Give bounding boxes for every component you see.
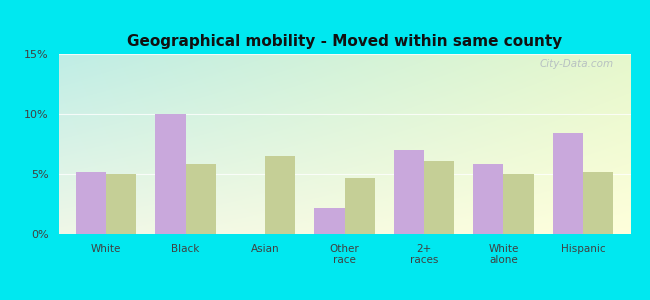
Bar xyxy=(186,164,216,234)
Bar xyxy=(394,150,424,234)
Bar xyxy=(155,114,186,234)
Bar xyxy=(473,164,503,234)
Bar xyxy=(503,174,534,234)
Bar xyxy=(583,172,613,234)
Bar xyxy=(344,178,374,234)
Title: Geographical mobility - Moved within same county: Geographical mobility - Moved within sam… xyxy=(127,34,562,49)
Text: City-Data.com: City-Data.com xyxy=(540,59,614,69)
Bar xyxy=(424,161,454,234)
Bar xyxy=(76,172,106,234)
Bar xyxy=(552,133,583,234)
Bar xyxy=(265,156,295,234)
Bar xyxy=(106,174,136,234)
Bar xyxy=(315,208,344,234)
